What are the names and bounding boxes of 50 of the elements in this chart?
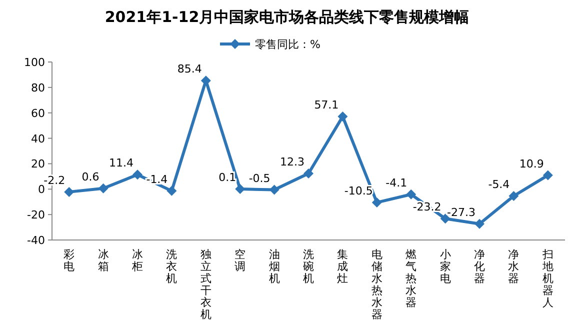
x-tick-label: 集成灶 — [337, 248, 348, 285]
x-tick-label: 扫地机器人 — [541, 248, 554, 309]
y-tick-label: 20 — [31, 158, 45, 171]
x-tick-label: 独立式干衣机 — [200, 248, 212, 321]
y-tick-label: -40 — [27, 234, 45, 247]
point — [64, 186, 74, 197]
y-tick-label: 0 — [38, 183, 45, 196]
chart-title: 2021年1-12月中国家电市场各品类线下零售规模增幅 — [104, 8, 470, 26]
x-tick-label: 油烟机 — [268, 248, 280, 285]
y-tick-label: 80 — [31, 81, 45, 94]
x-tick-label: 空调 — [234, 248, 246, 273]
point — [338, 112, 348, 122]
point — [372, 197, 382, 208]
point — [166, 186, 177, 196]
point — [542, 170, 553, 180]
point — [508, 191, 519, 202]
x-tick-label: 彩电 — [64, 248, 75, 273]
x-tick-label: 冰柜 — [131, 248, 143, 273]
data-label: -27.3 — [447, 206, 476, 219]
x-tick-label: 电储水热水器 — [371, 248, 382, 321]
data-label: 12.3 — [280, 156, 304, 169]
x-tick-label: 燃气热水器 — [406, 248, 417, 309]
point — [98, 183, 108, 194]
legend-label: 零售同比：% — [255, 38, 320, 51]
data-label: 85.4 — [177, 62, 202, 76]
data-label: 11.4 — [109, 156, 134, 170]
data-label: -4.1 — [386, 176, 408, 190]
data-label: -2.2 — [44, 174, 66, 187]
y-tick-label: 60 — [31, 106, 45, 120]
point — [406, 189, 416, 200]
point — [269, 184, 280, 195]
data-label: 0.6 — [82, 170, 100, 184]
x-tick-label: 小家电 — [440, 248, 451, 285]
data-label: 10.9 — [519, 157, 544, 170]
x-tick-label: 净化器 — [474, 248, 485, 285]
data-label: 0.1 — [218, 171, 236, 184]
x-tick-label: 冰箱 — [98, 248, 109, 273]
data-label: 57.1 — [314, 98, 339, 112]
x-tick-label: 净水器 — [508, 248, 520, 285]
y-tick-label: -20 — [27, 208, 45, 222]
x-tick-label: 洗衣机 — [166, 248, 178, 285]
point — [235, 184, 246, 194]
point — [132, 170, 142, 180]
point — [304, 168, 314, 179]
data-label: -5.4 — [488, 178, 510, 192]
y-tick-label: 40 — [31, 132, 45, 146]
point — [474, 218, 484, 229]
x-tick-label: 洗碗机 — [303, 248, 314, 285]
y-tick-label: 100 — [24, 56, 45, 69]
data-label: -0.5 — [248, 172, 270, 185]
